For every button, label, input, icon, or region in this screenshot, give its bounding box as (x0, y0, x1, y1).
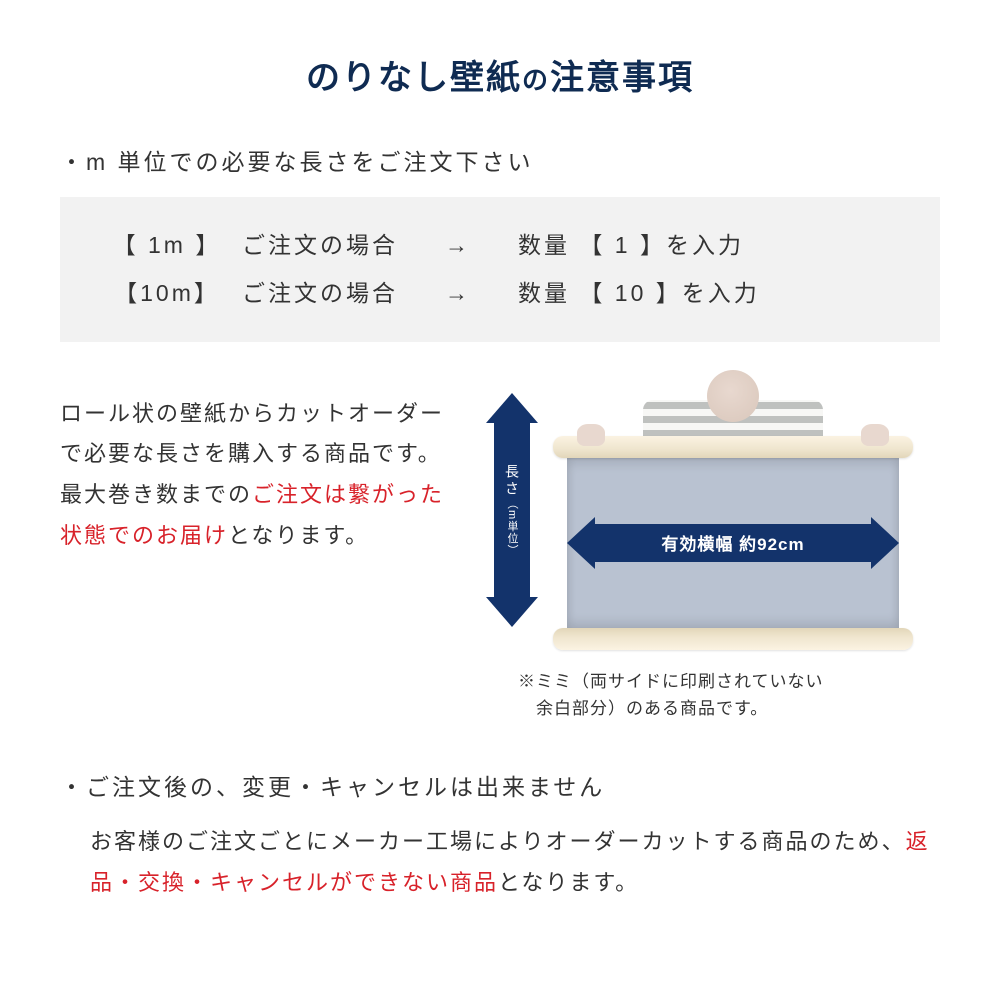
length-arrow: 長さ（m単位） (487, 385, 537, 635)
section2-bullet: ・ご注文後の、変更・キャンセルは出来ません (60, 768, 940, 802)
width-label: 有効横幅 約92cm (661, 530, 804, 555)
title-suffix: 注意事項 (550, 59, 694, 97)
example-amount: 【 1m 】 (92, 221, 242, 269)
roll-sheet: 有効横幅 約92cm (567, 458, 899, 628)
order-example-box: 【 1m 】 ご注文の場合 → 数量 【 1 】を入力 【10m】 ご注文の場合… (60, 197, 940, 342)
mid-section: ロール状の壁紙からカットオーダーで必要な長さを購入する商品です。最大巻き数までの… (60, 370, 940, 722)
para2: となります。 (228, 523, 369, 548)
hands (543, 424, 923, 446)
roll-bottom (553, 628, 913, 650)
person-head (707, 370, 759, 422)
mimi-caption: ※ミミ（両サイドに印刷されていない 余白部分）のある商品です。 (470, 668, 824, 722)
s2-plain1: お客様のご注文ごとにメーカー工場によりオーダーカットする商品のため、 (90, 829, 906, 854)
diagram-row: 長さ（m単位） 有効横幅 約92cm (487, 370, 923, 650)
width-arrow: 有効横幅 約92cm (593, 523, 873, 563)
title-small: の (522, 65, 550, 95)
wallpaper-diagram: 長さ（m単位） 有効横幅 約92cm (470, 370, 940, 722)
length-label: 長さ（m単位） (502, 464, 522, 556)
example-row: 【 1m 】 ご注文の場合 → 数量 【 1 】を入力 (92, 221, 908, 269)
example-text1: ご注文の場合 (242, 269, 398, 317)
example-amount: 【10m】 (92, 269, 242, 317)
title-prefix: のりなし壁紙 (306, 59, 522, 97)
example-text2: 数量 【 1 】を入力 (518, 221, 744, 269)
arrow-icon: → (398, 269, 518, 317)
wallpaper-roll-illustration: 有効横幅 約92cm (543, 370, 923, 650)
s2-plain2: となります。 (498, 870, 639, 895)
section2: ・ご注文後の、変更・キャンセルは出来ません お客様のご注文ごとにメーカー工場によ… (60, 768, 940, 903)
example-text2: 数量 【 10 】を入力 (518, 269, 760, 317)
example-text1: ご注文の場合 (242, 221, 398, 269)
arrow-icon: → (398, 221, 518, 269)
roll-description: ロール状の壁紙からカットオーダーで必要な長さを購入する商品です。最大巻き数までの… (60, 370, 450, 557)
example-row: 【10m】 ご注文の場合 → 数量 【 10 】を入力 (92, 269, 908, 317)
section1-bullet: ・m 単位での必要な長さをご注文下さい (60, 143, 940, 177)
cancel-policy-text: お客様のご注文ごとにメーカー工場によりオーダーカットする商品のため、返品・交換・… (60, 822, 940, 903)
wallpaper-roll: 有効横幅 約92cm (553, 436, 913, 650)
page-title: のりなし壁紙の注意事項 (60, 50, 940, 99)
